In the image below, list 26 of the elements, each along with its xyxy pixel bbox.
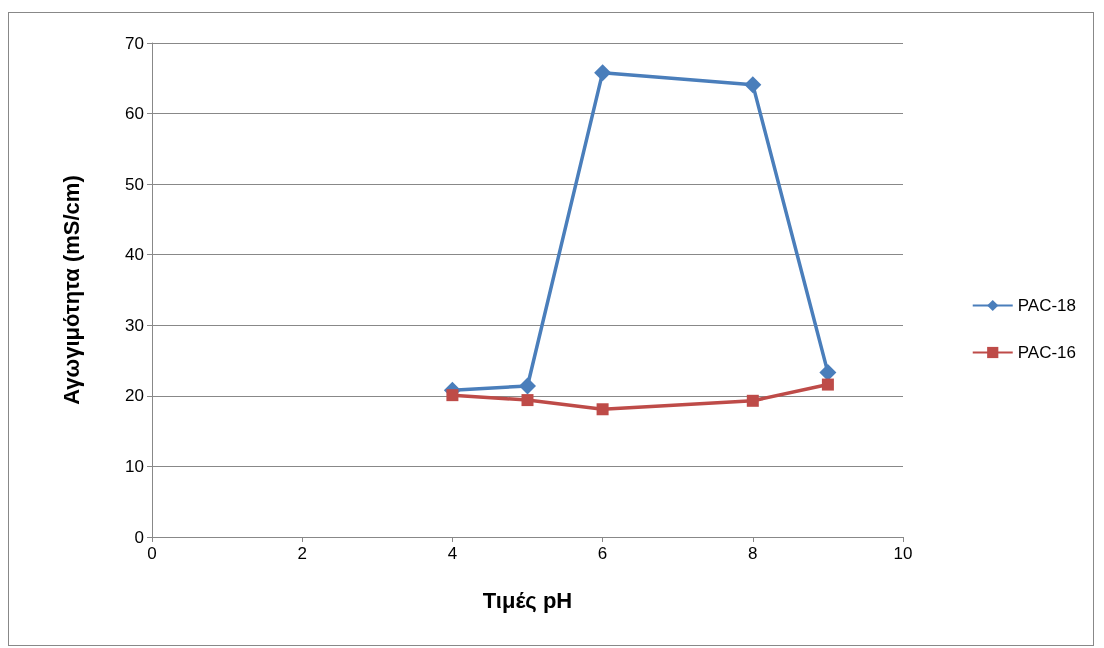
legend-label: PAC-18	[1017, 296, 1076, 315]
point	[519, 377, 536, 395]
point	[594, 64, 612, 82]
x-tick-label: 6	[597, 544, 608, 563]
y-tick-label: 20	[125, 386, 144, 406]
y-tick-label: 0	[134, 527, 144, 547]
point	[744, 76, 762, 94]
point	[821, 378, 834, 391]
x-tick-label: 0	[147, 544, 157, 563]
point	[521, 394, 534, 407]
x-tick-label: 10	[893, 544, 913, 563]
y-tick-label: 50	[125, 174, 144, 194]
y-tick-label: 40	[125, 245, 144, 265]
x-axis-title: Τιμές pH	[482, 587, 573, 613]
y-tick-label: 70	[125, 33, 144, 53]
y-tick-label: 10	[125, 456, 144, 476]
y-axis-title: Αγωγιμότητα (mS/cm)	[58, 175, 84, 405]
point	[446, 389, 459, 402]
x-tick-label: 2	[297, 544, 307, 563]
y-tick-label: 30	[125, 315, 144, 335]
point	[746, 394, 759, 407]
x-tick-label: 4	[447, 544, 458, 563]
y-tick-label: 60	[125, 104, 144, 124]
point	[596, 403, 609, 416]
legend-label: PAC-16	[1017, 343, 1076, 362]
x-tick-label: 8	[748, 544, 758, 563]
